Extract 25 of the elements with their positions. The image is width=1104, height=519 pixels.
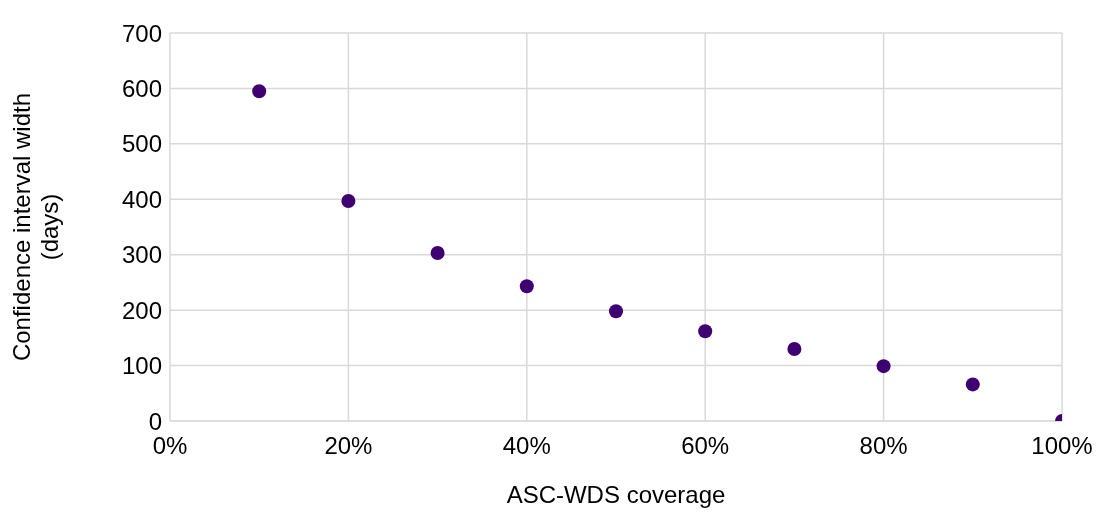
y-tick-label: 200	[121, 296, 162, 324]
point	[341, 193, 356, 208]
y-tick-label: 700	[121, 19, 162, 47]
y-tick-label: 500	[121, 130, 162, 158]
x-tick-label: 20%	[324, 432, 373, 460]
y-tick-label: 0	[148, 407, 162, 435]
x-tick-label: 100%	[1031, 432, 1093, 460]
y-tick-label: 400	[121, 185, 162, 213]
x-tick-label: 60%	[681, 432, 730, 460]
y-axis-title: Confidence interval width (days)	[8, 92, 63, 362]
x-tick-label: 0%	[152, 432, 188, 460]
point	[876, 359, 891, 374]
y-tick-label: 100	[121, 352, 162, 380]
point	[609, 304, 623, 319]
x-tick-label: 80%	[859, 432, 908, 460]
point	[698, 324, 713, 339]
point	[430, 246, 445, 261]
x-tick-label: 40%	[502, 432, 551, 460]
point	[252, 84, 267, 99]
point	[965, 377, 980, 392]
point	[519, 279, 534, 294]
y-tick-label: 300	[121, 241, 162, 269]
point	[787, 341, 802, 356]
y-tick-label: 600	[121, 74, 162, 102]
x-axis-title: ASC-WDS coverage	[506, 481, 726, 508]
